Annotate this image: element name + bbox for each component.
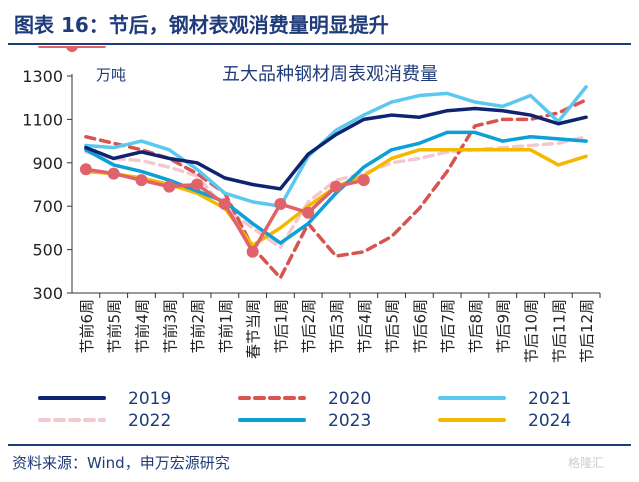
series-line-2022 [84,135,588,250]
legend: 2019 2020 2021 2022 2023 2024 2025 [38,46,571,431]
series-line-2020 [84,98,588,280]
x-tick-label: 春节当周 [245,299,263,359]
y-tick-label: 1300 [22,67,63,86]
y-tick-label: 700 [32,197,63,216]
legend-label-2025: 2025 [128,46,171,51]
data-point-2025 [163,180,176,193]
x-tick-label: 节后8周 [467,299,485,354]
x-tick-label: 节后11周 [550,299,568,363]
legend-label-2020: 2020 [328,389,371,409]
x-tick-label: 节前2周 [189,299,207,354]
x-tick-label: 节前1周 [217,299,235,354]
x-tick-label: 节后4周 [356,299,374,354]
x-tick-label: 节后5周 [384,299,402,354]
x-tick-label: 节后9周 [495,299,513,354]
x-tick-label: 节前3周 [161,299,179,354]
series-line-2021 [84,85,588,208]
legend-label-2022: 2022 [128,411,171,431]
x-tick-label: 节后1周 [272,299,290,354]
watermark-logo: 格隆汇 [568,456,605,470]
x-tick-label: 节前4周 [133,299,151,354]
x-tick-label: 节前6周 [78,299,96,354]
x-tick-label: 节后7周 [439,299,457,354]
data-point-2025 [246,245,259,258]
x-tick-label: 节后12周 [578,299,596,363]
series-line-2023 [84,130,588,245]
data-point-2025 [107,167,120,180]
legend-marker-2025 [66,46,78,52]
header: 图表 16：节后，钢材表观消费量明显提升 [0,0,639,46]
y-tick-label: 500 [32,241,63,260]
y-tick-label: 1100 [22,110,63,129]
data-point-2025 [135,174,148,187]
x-tick-label: 节前5周 [106,299,124,354]
y-axis-unit-label: 万吨 [96,66,126,84]
chart-title: 五大品种钢材周表观消费量 [222,64,438,85]
series-lines [79,85,588,280]
y-tick-label: 300 [32,284,63,303]
x-tick-label: 节后2周 [300,299,318,354]
data-point-2025 [79,163,92,176]
series-line-2019 [84,106,588,191]
data-point-2025 [330,180,342,193]
axes [71,74,600,294]
x-axis-ticks: 节前6周 节前5周 节前4周 节前3周 节前2周 节前1周 春节当周 节后1周 节后2周 节后3周… [78,293,601,363]
footer-divider [8,444,631,446]
source-note: 资料来源：Wind，申万宏源研究 [12,454,230,472]
y-axis-ticks: 300 500 700 900 1100 1300 [22,67,72,303]
figure-title: 图表 16：节后，钢材表观消费量明显提升 [14,13,389,37]
data-point-2025 [218,198,231,211]
data-point-2025 [191,178,204,191]
data-point-2025 [357,174,370,187]
legend-label-2021: 2021 [528,389,571,409]
header-divider [8,43,631,45]
data-point-2025 [274,198,287,211]
line-chart: 五大品种钢材周表观消费量 万吨 300 500 700 900 1100 1300 节前6… [22,46,601,431]
x-tick-label: 节后10周 [523,299,541,363]
x-tick-label: 节后3周 [328,299,346,354]
data-point-2025 [302,206,315,219]
x-tick-label: 节后6周 [411,299,429,354]
legend-label-2019: 2019 [128,389,171,409]
legend-label-2024: 2024 [528,411,571,431]
legend-label-2023: 2023 [328,411,371,431]
y-tick-label: 900 [32,154,63,173]
